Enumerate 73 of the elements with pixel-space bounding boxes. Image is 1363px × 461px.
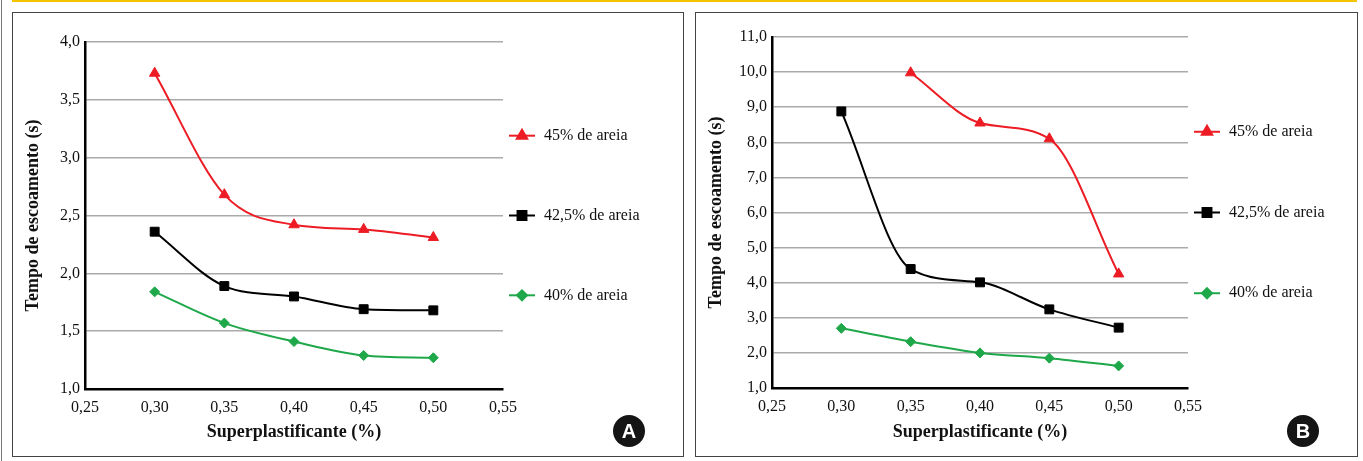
x-tick-label: 0,50 — [419, 397, 448, 415]
point — [288, 336, 300, 348]
x-tick-label: 0,35 — [210, 397, 239, 415]
y-tick-label: 4,0 — [60, 32, 80, 50]
y-tick-label: 6,0 — [747, 202, 767, 220]
y-tick-label: 1,0 — [60, 379, 80, 397]
y-tick-label: 3,0 — [747, 308, 767, 325]
point — [149, 226, 160, 237]
point — [1112, 267, 1125, 278]
point — [974, 347, 986, 359]
y-tick-label: 8,0 — [747, 132, 767, 150]
point — [427, 230, 440, 241]
point — [905, 264, 916, 274]
y-tick-label: 11,0 — [739, 27, 767, 45]
x-tick-label: 0,45 — [1035, 396, 1064, 414]
x-tick-label: 0,25 — [71, 397, 99, 415]
point — [288, 218, 300, 229]
point — [358, 349, 370, 361]
point — [835, 322, 847, 334]
x-tick-label: 0,50 — [1104, 396, 1133, 414]
x-tick-label: 0,25 — [758, 396, 786, 414]
y-tick-label: 9,0 — [747, 97, 767, 115]
point — [836, 106, 847, 117]
x-tick-label: 0,40 — [280, 397, 308, 415]
legend-label: 42,5% de areia — [1229, 202, 1325, 220]
point — [974, 116, 986, 127]
point — [1044, 304, 1055, 315]
x-axis-title: Superplastificante (%) — [206, 420, 382, 442]
point — [219, 281, 230, 292]
legend-label: 40% de areia — [1229, 283, 1313, 301]
y-axis-title: Tempo de escoamento (s) — [22, 119, 44, 312]
y-tick-label: 10,0 — [739, 62, 767, 80]
x-tick-label: 0,40 — [966, 396, 994, 414]
point — [904, 66, 917, 77]
y-tick-label: 2,0 — [747, 343, 767, 361]
point — [428, 305, 439, 316]
text: A — [613, 415, 645, 447]
point — [905, 336, 917, 348]
point — [148, 66, 161, 77]
y-tick-label: 3,0 — [60, 147, 80, 165]
x-tick-label: 0,35 — [896, 396, 925, 414]
legend-label: 45% de areia — [544, 125, 628, 143]
y-axis-title: Tempo de escoamento (s) — [705, 116, 727, 309]
y-tick-label: 1,5 — [60, 321, 80, 339]
point — [427, 352, 439, 364]
legend-label: 45% de areia — [1229, 121, 1313, 139]
point — [218, 188, 231, 199]
y-tick-label: 5,0 — [747, 237, 767, 255]
x-tick-label: 0,55 — [1174, 396, 1202, 414]
point — [975, 277, 985, 288]
point — [1043, 352, 1055, 364]
y-tick-label: 7,0 — [747, 167, 767, 185]
y-tick-label: 1,0 — [747, 378, 767, 396]
y-tick-label: 2,5 — [60, 205, 80, 223]
y-tick-label: 4,0 — [747, 272, 767, 290]
legend-label: 42,5% de areia — [544, 205, 640, 223]
text: B — [1287, 415, 1319, 447]
point — [149, 286, 161, 298]
x-tick-label: 0,30 — [827, 396, 856, 414]
point — [1113, 322, 1124, 333]
legend-label: 40% de areia — [544, 285, 628, 303]
point — [358, 304, 369, 315]
point — [1113, 360, 1125, 372]
x-tick-label: 0,55 — [489, 397, 517, 415]
point — [218, 317, 230, 329]
point — [357, 222, 370, 233]
x-axis-title: Superplastificante (%) — [892, 420, 1068, 442]
x-tick-label: 0,30 — [140, 397, 169, 415]
y-tick-label: 2,0 — [60, 263, 80, 281]
point — [1043, 132, 1056, 143]
x-tick-label: 0,45 — [349, 397, 378, 415]
point — [289, 291, 299, 302]
y-tick-label: 3,5 — [60, 90, 80, 108]
